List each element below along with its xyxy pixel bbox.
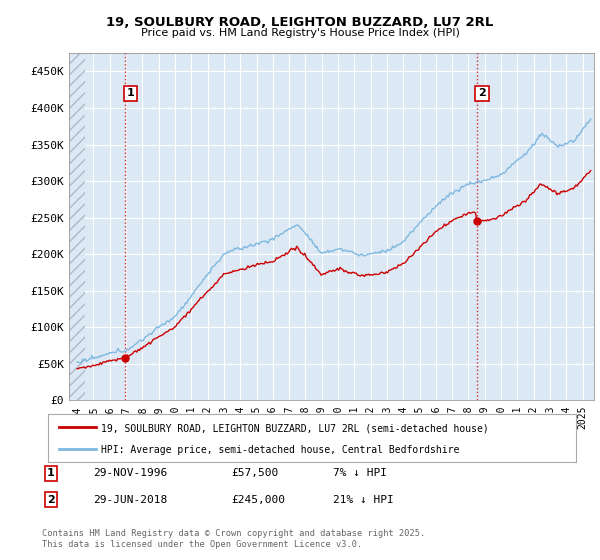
Text: Contains HM Land Registry data © Crown copyright and database right 2025.
This d: Contains HM Land Registry data © Crown c…	[42, 529, 425, 549]
Text: 19, SOULBURY ROAD, LEIGHTON BUZZARD, LU7 2RL (semi-detached house): 19, SOULBURY ROAD, LEIGHTON BUZZARD, LU7…	[101, 424, 488, 433]
Text: 7% ↓ HPI: 7% ↓ HPI	[333, 468, 387, 478]
Text: 2: 2	[47, 494, 55, 505]
Text: 19, SOULBURY ROAD, LEIGHTON BUZZARD, LU7 2RL: 19, SOULBURY ROAD, LEIGHTON BUZZARD, LU7…	[106, 16, 494, 29]
Text: £57,500: £57,500	[231, 468, 278, 478]
Text: 21% ↓ HPI: 21% ↓ HPI	[333, 494, 394, 505]
Text: £245,000: £245,000	[231, 494, 285, 505]
Text: 1: 1	[47, 468, 55, 478]
Text: Price paid vs. HM Land Registry's House Price Index (HPI): Price paid vs. HM Land Registry's House …	[140, 28, 460, 38]
Text: HPI: Average price, semi-detached house, Central Bedfordshire: HPI: Average price, semi-detached house,…	[101, 445, 459, 455]
Text: 1: 1	[127, 88, 134, 99]
Text: 29-JUN-2018: 29-JUN-2018	[93, 494, 167, 505]
Text: 29-NOV-1996: 29-NOV-1996	[93, 468, 167, 478]
Text: 2: 2	[478, 88, 486, 99]
